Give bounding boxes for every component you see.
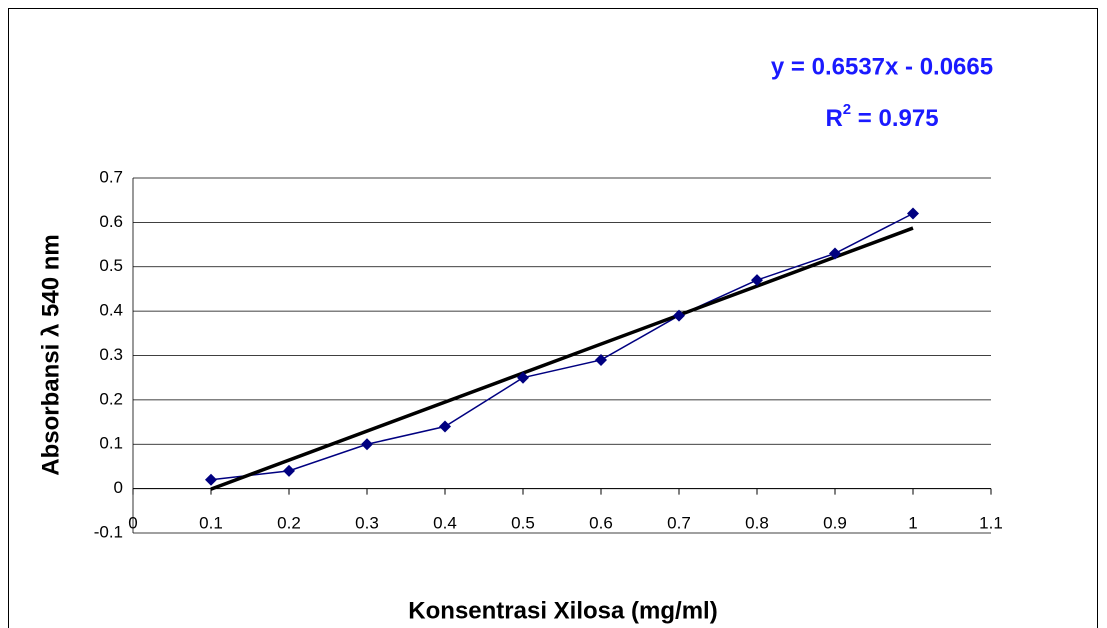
r2-base: R bbox=[825, 105, 842, 132]
r2-sup: 2 bbox=[843, 101, 851, 118]
y-tick-label: 0.2 bbox=[99, 389, 123, 408]
x-tick-label: 0.3 bbox=[355, 513, 379, 532]
data-point bbox=[829, 247, 841, 260]
y-tick-label: 0 bbox=[114, 478, 123, 497]
data-point bbox=[595, 353, 607, 366]
chart-border bbox=[8, 8, 1098, 628]
y-tick-label: -0.1 bbox=[94, 522, 123, 541]
x-tick-label: 0.1 bbox=[199, 513, 223, 532]
x-axis-label: Konsentrasi Xilosa (mg/ml) bbox=[408, 597, 717, 624]
y-tick-label: 0.3 bbox=[99, 345, 123, 364]
y-tick-label: 0.7 bbox=[99, 167, 123, 186]
data-point bbox=[907, 207, 919, 220]
data-point bbox=[205, 473, 217, 486]
trendline-equation: y = 0.6537x - 0.0665 bbox=[771, 53, 993, 80]
x-tick-label: 0.7 bbox=[667, 513, 691, 532]
x-tick-label: 0.2 bbox=[277, 513, 301, 532]
x-tick-label: 0.4 bbox=[433, 513, 457, 532]
x-tick-label: 0.6 bbox=[589, 513, 613, 532]
x-tick-label: 1 bbox=[908, 513, 917, 532]
data-point bbox=[361, 438, 373, 451]
y-axis-label: Absorbansi λ 540 nm bbox=[37, 234, 64, 475]
trendline bbox=[210, 226, 914, 491]
r2-rest: = 0.975 bbox=[851, 105, 938, 132]
y-tick-label: 0.6 bbox=[99, 212, 123, 231]
y-tick-label: 0.1 bbox=[99, 434, 123, 453]
x-tick-label: 0.9 bbox=[823, 513, 847, 532]
x-tick-label: 0 bbox=[128, 513, 137, 532]
data-point bbox=[517, 371, 529, 384]
data-point bbox=[283, 464, 295, 477]
series-line bbox=[210, 212, 914, 481]
y-tick-label: 0.5 bbox=[99, 256, 123, 275]
x-tick-label: 0.5 bbox=[511, 513, 535, 532]
data-point bbox=[439, 420, 451, 433]
data-point bbox=[751, 274, 763, 287]
y-tick-label: 0.4 bbox=[99, 301, 123, 320]
r-squared: R2 = 0.975 bbox=[825, 101, 938, 132]
x-tick-label: 0.8 bbox=[745, 513, 769, 532]
x-tick-label: 1.1 bbox=[979, 513, 1003, 532]
data-point bbox=[673, 309, 685, 322]
